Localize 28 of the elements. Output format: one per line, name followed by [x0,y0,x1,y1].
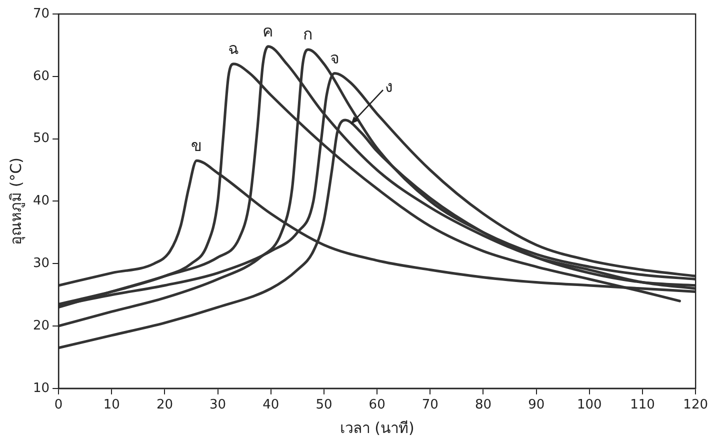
x-tick-label: 90 [528,398,545,413]
x-tick-label: 60 [368,398,386,413]
series-label: ฉ [228,39,240,58]
y-tick-label: 60 [32,68,50,84]
series-label: ข [191,136,202,155]
series-label: จ [330,48,340,68]
y-tick-label: 10 [32,380,50,396]
x-tick-label: 30 [210,398,226,413]
x-tick-label: 70 [422,398,438,413]
series-label: ก [303,24,314,44]
x-tick-label: 110 [630,398,655,413]
y-axis-title: อุณหภูมิ (°C) [6,157,26,245]
y-tick-label: 40 [32,194,50,209]
x-tick-label: 20 [156,398,173,413]
x-tick-label: 100 [577,398,602,413]
y-tick-label: 50 [32,131,50,146]
x-tick-label: 0 [54,398,63,413]
y-tick-label: 20 [32,318,50,334]
x-tick-label: 80 [474,398,492,413]
x-tick-label: 40 [262,398,280,413]
x-tick-label: 50 [316,398,332,413]
x-axis-title: เวลา (นาที) [340,418,414,437]
y-tick-label: 30 [32,256,50,271]
y-tick-label: 70 [32,6,50,22]
series-label: ค [262,22,274,41]
text: ง [385,77,394,96]
x-tick-label: 120 [683,398,708,413]
x-tick-label: 10 [103,398,120,413]
